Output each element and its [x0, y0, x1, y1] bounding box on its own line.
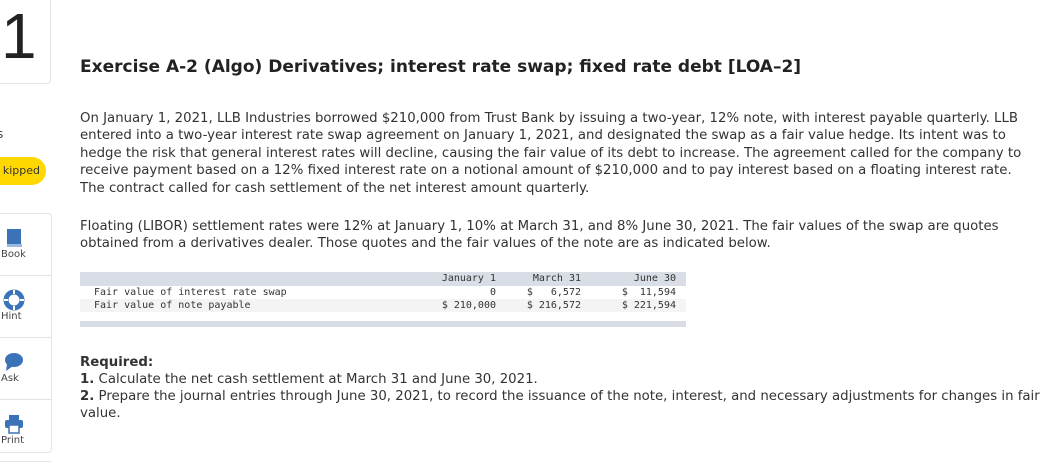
status-badge: kipped	[0, 157, 46, 185]
problem-paragraph-1: On January 1, 2021, LLB Industries borro…	[80, 111, 1022, 196]
book-button[interactable]: Book	[0, 214, 51, 276]
points-label: s	[0, 127, 4, 141]
cell-value: 0	[489, 287, 496, 298]
item-number: 1.	[80, 372, 95, 387]
required-heading: Required:	[80, 355, 154, 370]
table-row: Fair value of note payable $ 210,000 $ 2…	[80, 299, 686, 312]
table-footer-bar	[80, 321, 686, 327]
book-label: Book	[1, 249, 26, 260]
printer-icon	[5, 415, 23, 434]
row-label: Fair value of note payable	[94, 300, 251, 311]
question-number: 1	[1, 0, 37, 72]
question-number-box: 1	[0, 0, 51, 84]
required-item-2: 2. Prepare the journal entries through J…	[80, 388, 1040, 422]
cell-value: $ 11,594	[621, 287, 676, 298]
hint-label: Hint	[1, 311, 22, 322]
required-item-1: 1. Calculate the net cash settlement at …	[80, 371, 1040, 388]
exercise-title: Exercise A-2 (Algo) Derivatives; interes…	[80, 57, 802, 77]
item-text: Calculate the net cash settlement at Mar…	[98, 372, 538, 387]
lifebuoy-icon	[3, 289, 25, 311]
fair-value-table: January 1 March 31 June 30 Fair value of…	[80, 272, 686, 327]
problem-paragraph-2: Floating (LIBOR) settlement rates were 1…	[80, 219, 999, 252]
header-january-1: January 1	[441, 273, 496, 284]
speech-bubble-icon	[5, 353, 23, 371]
cell-value: $ 221,594	[621, 300, 676, 311]
ask-button[interactable]: Ask	[0, 338, 51, 400]
book-icon	[7, 229, 22, 247]
cell-value: $ 210,000	[441, 300, 496, 311]
cell-value: $ 216,572	[526, 300, 581, 311]
hint-button[interactable]: Hint	[0, 276, 51, 338]
table-header-row: January 1 March 31 June 30	[80, 272, 686, 286]
ask-label: Ask	[1, 373, 19, 384]
required-section: Required: 1. Calculate the net cash sett…	[80, 354, 1040, 422]
item-number: 2.	[80, 389, 95, 404]
tools-panel: Book Hint Ask Print	[0, 213, 52, 462]
table-row: Fair value of interest rate swap 0 $ 6,5…	[80, 286, 686, 299]
header-march-31: March 31	[532, 273, 581, 284]
cell-value: $ 6,572	[526, 287, 581, 298]
header-june-30: June 30	[633, 273, 676, 284]
row-label: Fair value of interest rate swap	[94, 287, 287, 298]
print-button[interactable]: Print	[0, 400, 51, 462]
item-text: Prepare the journal entries through June…	[80, 389, 1040, 421]
